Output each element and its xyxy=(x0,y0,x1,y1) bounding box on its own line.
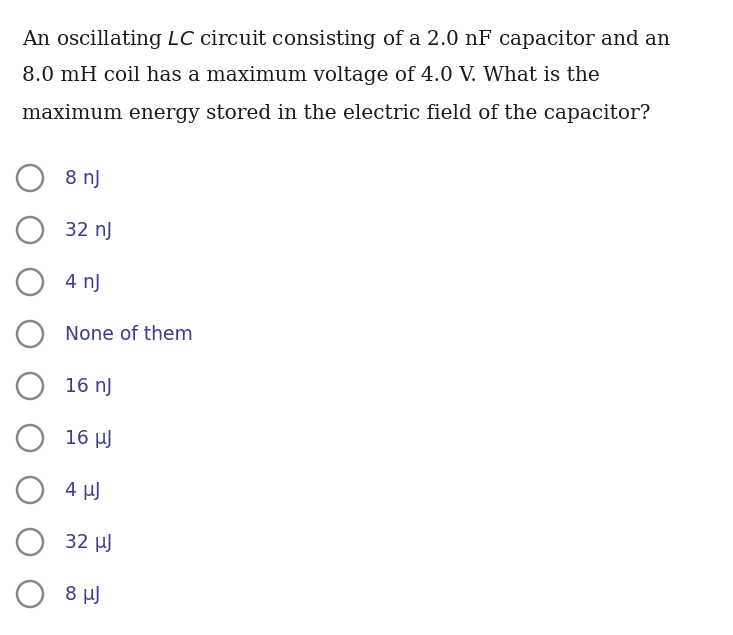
Text: maximum energy stored in the electric field of the capacitor?: maximum energy stored in the electric fi… xyxy=(22,104,650,123)
Text: 32 nJ: 32 nJ xyxy=(65,220,112,239)
Text: 32 μJ: 32 μJ xyxy=(65,533,112,552)
Text: None of them: None of them xyxy=(65,324,193,344)
Text: 16 nJ: 16 nJ xyxy=(65,377,112,396)
Text: 4 μJ: 4 μJ xyxy=(65,481,100,500)
Text: 8 nJ: 8 nJ xyxy=(65,168,100,187)
Text: 16 μJ: 16 μJ xyxy=(65,429,112,448)
Text: 4 nJ: 4 nJ xyxy=(65,272,100,291)
Text: 8.0 mH coil has a maximum voltage of 4.0 V. What is the: 8.0 mH coil has a maximum voltage of 4.0… xyxy=(22,66,600,85)
Text: 8 μJ: 8 μJ xyxy=(65,584,100,603)
Text: An oscillating $\mathit{LC}$ circuit consisting of a 2.0 nF capacitor and an: An oscillating $\mathit{LC}$ circuit con… xyxy=(22,28,671,51)
